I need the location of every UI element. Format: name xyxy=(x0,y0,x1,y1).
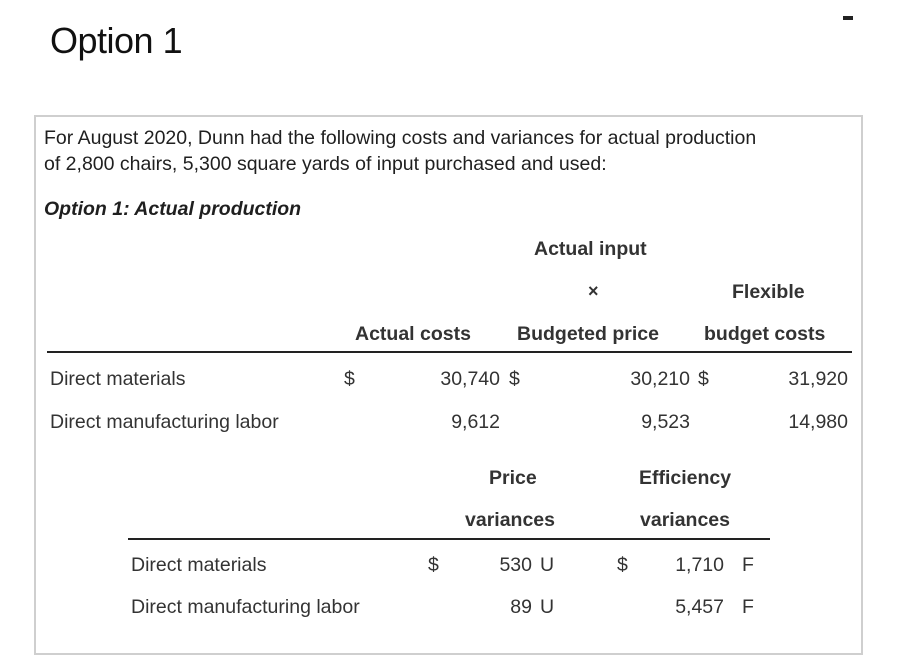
currency-symbol: $ xyxy=(617,554,628,576)
price-variance-flag: U xyxy=(540,554,555,576)
header-price-variances: variances xyxy=(465,509,555,531)
variance-table-rule xyxy=(128,538,770,540)
table-row-label: Direct materials xyxy=(131,554,267,576)
intro-line-1: For August 2020, Dunn had the following … xyxy=(44,127,757,149)
subheading: Option 1: Actual production xyxy=(44,198,302,220)
price-variance-flag: U xyxy=(540,596,555,618)
efficiency-variance-flag: F xyxy=(742,554,754,576)
currency-symbol: $ xyxy=(509,368,520,390)
header-flexible: Flexible xyxy=(732,281,805,303)
actual-costs-value: 9,612 xyxy=(451,411,500,433)
price-variance-value: 530 xyxy=(499,554,532,576)
currency-symbol: $ xyxy=(698,368,709,390)
flexible-value: 14,980 xyxy=(788,411,848,433)
intro-line-2: of 2,800 chairs, 5,300 square yards of i… xyxy=(44,153,607,175)
efficiency-variance-value: 1,710 xyxy=(675,554,724,576)
table-row-label: Direct manufacturing labor xyxy=(131,596,360,618)
price-variance-value: 89 xyxy=(510,596,532,618)
header-budget-costs: budget costs xyxy=(704,323,826,345)
efficiency-variance-flag: F xyxy=(742,596,754,618)
flexible-value: 31,920 xyxy=(788,368,848,390)
header-times-symbol: × xyxy=(588,281,599,301)
table-row-label: Direct materials xyxy=(50,368,186,390)
page-title: Option 1 xyxy=(50,20,183,61)
cost-table-rule xyxy=(47,351,852,353)
problem-panel xyxy=(34,115,863,655)
budgeted-value: 9,523 xyxy=(641,411,690,433)
header-actual-input: Actual input xyxy=(534,238,647,260)
budgeted-value: 30,210 xyxy=(630,368,690,390)
header-efficiency: Efficiency xyxy=(639,467,732,489)
minimize-mark xyxy=(843,16,853,20)
table-row-label: Direct manufacturing labor xyxy=(50,411,279,433)
intro-text: For August 2020, Dunn had the following … xyxy=(44,125,859,177)
actual-costs-value: 30,740 xyxy=(440,368,500,390)
header-budgeted-price: Budgeted price xyxy=(517,323,659,345)
efficiency-variance-value: 5,457 xyxy=(675,596,724,618)
currency-symbol: $ xyxy=(344,368,355,390)
header-actual-costs: Actual costs xyxy=(355,323,471,345)
header-efficiency-variances: variances xyxy=(640,509,730,531)
header-price: Price xyxy=(489,467,537,489)
currency-symbol: $ xyxy=(428,554,439,576)
